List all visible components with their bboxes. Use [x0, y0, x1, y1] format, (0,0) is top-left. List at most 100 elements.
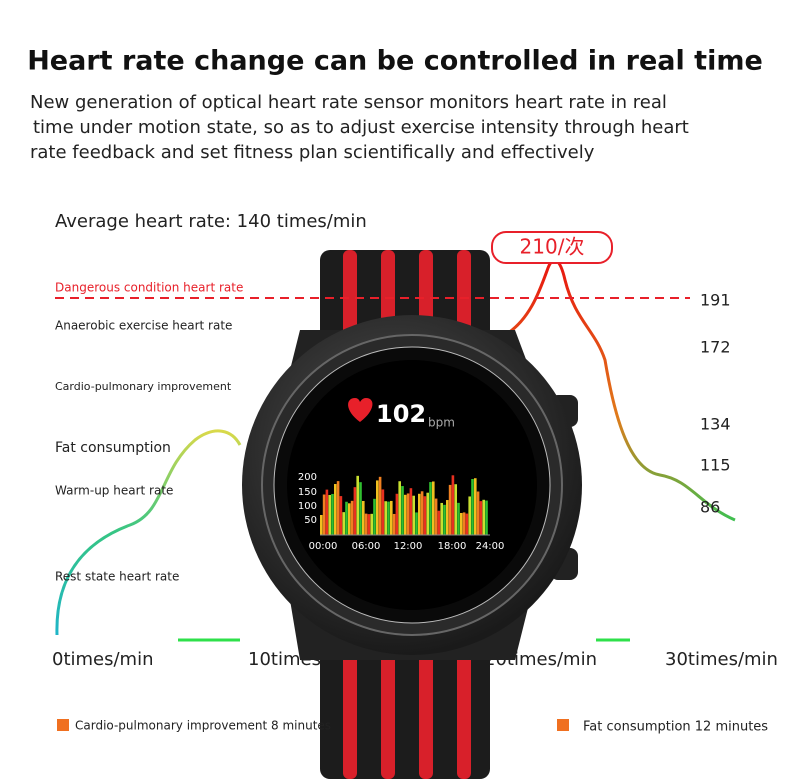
screen-bar — [482, 499, 485, 535]
screen-bar — [476, 491, 480, 535]
screen-hour: 06:00 — [352, 541, 381, 552]
screen-bar — [429, 482, 432, 535]
screen-scale: 150 — [298, 487, 317, 498]
screen-bar — [336, 481, 340, 535]
zone-label: Warm-up heart rate — [55, 484, 173, 498]
screen-bar — [322, 494, 326, 535]
zone-label: Dangerous condition heart rate — [55, 281, 243, 295]
description-line: rate feedback and set fitness plan scien… — [30, 142, 595, 163]
average-rate: Average heart rate: 140 times/min — [55, 211, 367, 232]
screen-bar — [432, 481, 435, 535]
screen-bar — [359, 482, 362, 535]
time-label: 30times/min — [665, 649, 778, 670]
screen-bar — [376, 480, 379, 535]
screen-bar — [415, 512, 418, 535]
legend-swatch — [57, 719, 69, 731]
screen-bar — [356, 475, 359, 535]
screen-bar — [434, 498, 438, 535]
screen-bar — [454, 484, 457, 535]
screen-bar — [437, 510, 441, 535]
screen-bar — [446, 500, 449, 535]
screen-bar — [395, 493, 399, 535]
screen-bar — [423, 496, 427, 535]
screen-bar — [462, 512, 466, 535]
heart-rate-value: 102 — [376, 400, 426, 428]
screen-bar — [485, 500, 488, 535]
screen-bar — [406, 493, 410, 535]
screen-bar — [409, 488, 413, 535]
screen-bar — [334, 484, 337, 535]
heart-rate-unit: bpm — [428, 416, 455, 430]
screen-bar — [353, 487, 357, 535]
screen-bar — [418, 493, 421, 535]
screen-bar — [468, 496, 471, 535]
screen-bar — [412, 495, 415, 535]
threshold: 115 — [700, 456, 731, 475]
screen-bar — [448, 484, 452, 535]
screen-bar — [443, 504, 446, 535]
screen-bar — [339, 496, 343, 535]
screen-bar — [384, 501, 387, 535]
zone-label: Anaerobic exercise heart rate — [55, 319, 232, 333]
screen-hour: 12:00 — [394, 541, 423, 552]
screen-bar — [381, 489, 385, 535]
strap-stripe — [343, 650, 357, 779]
legend-swatch — [557, 719, 569, 731]
screen-chart — [320, 475, 490, 536]
screen-bar — [398, 481, 401, 535]
peak-value: 210/次 — [520, 235, 585, 259]
screen-scale: 100 — [298, 501, 317, 512]
zone-label: Cardio-pulmonary improvement — [55, 380, 232, 393]
peak-badge — [491, 231, 613, 264]
screen-bar — [325, 489, 329, 535]
threshold: 191 — [700, 291, 731, 310]
strap-stripe — [419, 650, 433, 779]
screen-bar — [474, 478, 477, 535]
screen-bar — [401, 486, 404, 535]
description-line: New generation of optical heart rate sen… — [30, 92, 667, 113]
screen-bar — [387, 501, 390, 535]
screen-bar — [457, 502, 460, 535]
title: Heart rate change can be controlled in r… — [27, 46, 763, 77]
screen-bar — [370, 513, 373, 535]
screen-bar — [348, 503, 351, 535]
screen-bar — [440, 502, 443, 535]
heart-rate-curve — [504, 258, 736, 522]
watch-screen — [287, 360, 537, 610]
screen-bar — [460, 512, 463, 535]
screen-bar — [420, 491, 424, 535]
screen-bar — [471, 479, 474, 535]
screen-hour: 18:00 — [438, 541, 467, 552]
screen-hour: 24:00 — [476, 541, 505, 552]
strap-stripe — [381, 650, 395, 779]
screen-scale: 50 — [304, 515, 317, 526]
screen-bar — [479, 501, 483, 535]
screen-bar — [404, 494, 407, 535]
screen-bar — [378, 476, 382, 535]
screen-bar — [364, 513, 368, 535]
screen-bar — [392, 513, 396, 535]
screen-scale: 200 — [298, 472, 317, 483]
screen-bar — [426, 492, 429, 535]
screen-bar — [390, 500, 393, 535]
strap-stripe — [343, 250, 357, 340]
screen-bar — [362, 500, 365, 535]
screen-bar — [320, 515, 323, 535]
screen-bar — [328, 495, 331, 535]
screen-bar — [345, 501, 348, 535]
zone-label: Rest state heart rate — [55, 570, 179, 584]
description-line: time under motion state, so as to adjust… — [33, 117, 689, 138]
strap-stripe — [457, 650, 471, 779]
time-label: 0times/min — [52, 649, 154, 670]
legend-label: Fat consumption 12 minutes — [583, 720, 768, 735]
screen-bar — [367, 514, 371, 535]
threshold: 172 — [700, 338, 731, 357]
screen-bar — [451, 475, 455, 535]
screen-bar — [342, 512, 345, 535]
screen-hour: 00:00 — [309, 541, 338, 552]
heart-icon — [348, 398, 373, 422]
screen-bar — [350, 500, 354, 535]
threshold: 86 — [700, 498, 720, 517]
